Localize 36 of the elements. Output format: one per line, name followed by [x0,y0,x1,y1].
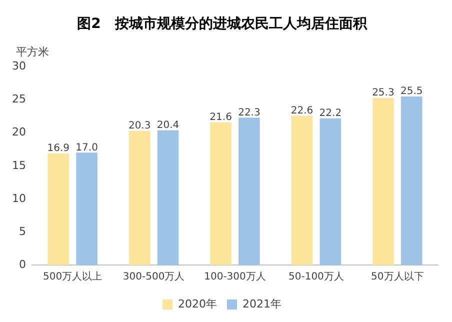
data-label: 20.4 [156,120,180,131]
bar [48,153,70,265]
bar [76,152,98,265]
bar [372,98,394,265]
y-tick-label: 25 [12,92,26,106]
y-axis-title: 平方米 [16,46,49,59]
y-tick-label: 30 [12,60,26,73]
chart-title: 图2 按城市规模分的进城农民工人均居住面积 [77,15,368,32]
data-label: 21.6 [210,112,232,123]
data-label: 22.6 [290,105,314,116]
x-tick-label: 500万人以上 [43,270,102,283]
data-label: 17.0 [76,142,98,154]
bar [400,96,422,265]
y-tick-label: 20 [12,126,26,139]
bar [128,130,150,265]
bar [238,118,260,265]
x-tick-label: 300-500万人 [122,272,185,283]
bar [157,130,179,265]
y-tick-label: 5 [18,224,26,238]
data-label: 16.9 [47,142,70,154]
x-tick-label: 50万人以下 [371,270,424,283]
data-label: 25.5 [400,86,423,98]
y-tick-label: 15 [12,158,26,172]
bar [210,122,232,265]
bar [320,118,342,265]
x-tick-label: 100-300万人 [204,272,266,283]
data-label: 20.3 [128,120,151,132]
x-tick-label: 50-100万人 [288,272,344,283]
bar [291,116,313,265]
data-label: 22.3 [238,107,260,118]
data-label: 22.2 [319,108,342,119]
y-tick-label: 0 [18,258,26,271]
data-label: 25.3 [372,87,394,98]
legend-label: 2021年 [242,297,282,310]
legend-label: 2020年 [178,297,218,310]
y-tick-label: 10 [12,192,26,205]
